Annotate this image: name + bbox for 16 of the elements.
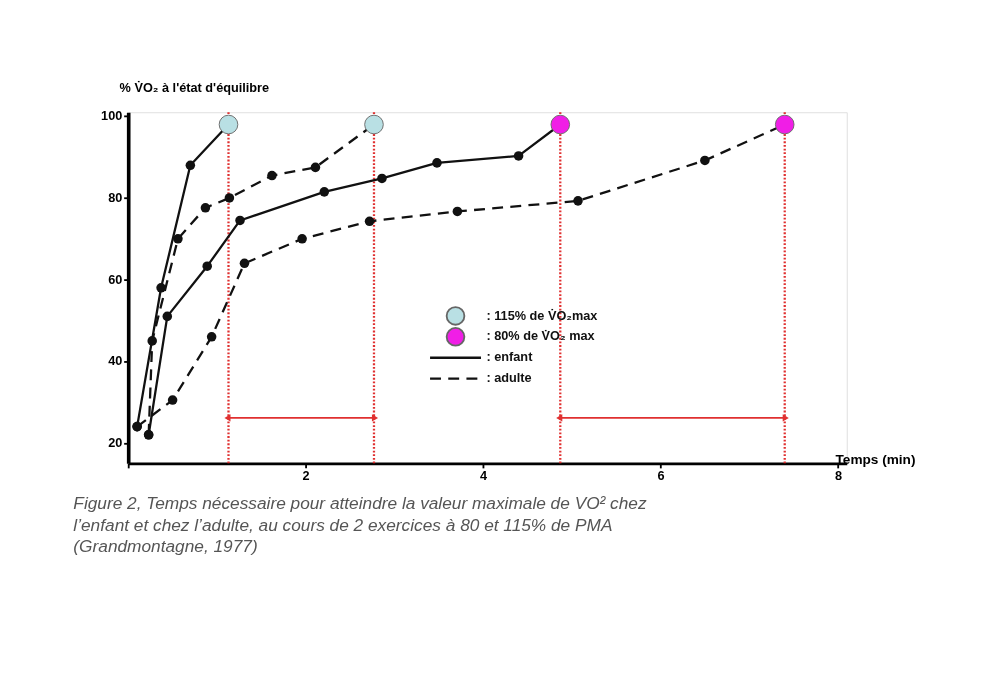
y-tick-label: 100 bbox=[101, 108, 123, 124]
legend-label: : 115% de V̇O₂max bbox=[486, 307, 598, 323]
x-tick-label: 2 bbox=[302, 468, 310, 484]
y-tick-label: 20 bbox=[108, 435, 123, 451]
x-tick-label: 8 bbox=[834, 468, 842, 484]
x-tick-label: 4 bbox=[480, 468, 488, 484]
x-axis-title: Temps (min) bbox=[835, 451, 916, 467]
y-axis-title: % V̇O₂ à l'état d'équilibre bbox=[119, 79, 270, 95]
legend-label: : 80% de V̇O₂ max bbox=[486, 328, 595, 344]
y-tick-label: 40 bbox=[108, 353, 123, 369]
legend-label: : adulte bbox=[486, 370, 532, 386]
caption: Figure 2, Temps nécessaire pour atteindre la valeur maximale de VO² chez l’enfant et chez l’adulte, au cours de 2 exercices à 80 et 115% de PMA (Grandmontagne, 1977) bbox=[73, 492, 647, 557]
x-tick-label: 6 bbox=[657, 468, 665, 484]
y-tick-label: 80 bbox=[108, 190, 123, 206]
y-tick-label: 60 bbox=[108, 271, 123, 287]
legend-label: : enfant bbox=[486, 349, 534, 365]
